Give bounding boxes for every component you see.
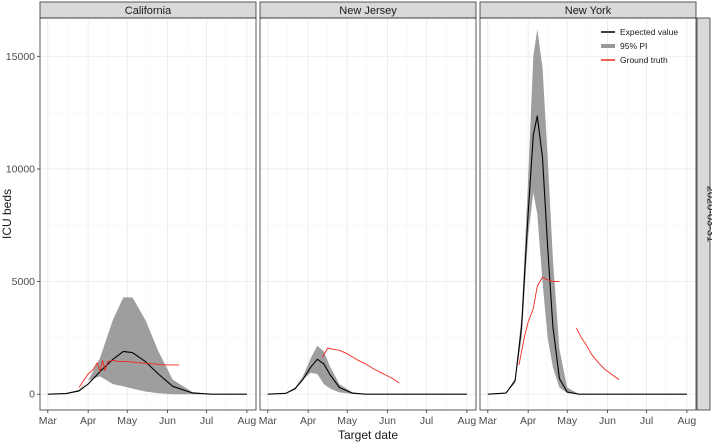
panel-california: California Mar Apr May Jun Jul Aug 0 5000 10000 15… xyxy=(6,2,257,427)
legend-pi-label: 95% PI xyxy=(620,41,647,51)
y-tick-label: 10000 xyxy=(6,163,35,175)
x-tick-label: Apr xyxy=(300,415,317,427)
panel-background xyxy=(480,18,696,410)
panel-background xyxy=(260,18,476,410)
y-tick-label: 0 xyxy=(29,389,35,401)
legend-truth-label: Ground truth xyxy=(620,55,668,65)
row-strip-label: 2020-03-31 xyxy=(705,186,712,242)
x-tick-label: Aug xyxy=(238,415,257,427)
panel-new-york: New York Mar Apr May Jun Jul Aug Expected value… xyxy=(479,2,697,427)
x-tick-label: Jul xyxy=(640,415,653,427)
x-tick-label: Jul xyxy=(200,415,213,427)
x-axis-title: Target date xyxy=(338,428,398,442)
x-tick-label: May xyxy=(337,415,358,427)
y-tick-label: 5000 xyxy=(12,276,36,288)
panel-title: New York xyxy=(565,5,612,17)
legend-expected-label: Expected value xyxy=(620,27,678,37)
x-tick-label: Aug xyxy=(458,415,477,427)
x-tick-label: Aug xyxy=(678,415,697,427)
panel-title: New Jersey xyxy=(339,5,397,17)
x-tick-label: Apr xyxy=(80,415,97,427)
x-tick-label: Jun xyxy=(599,415,616,427)
x-tick-label: Jul xyxy=(420,415,433,427)
y-tick-label: 15000 xyxy=(6,51,35,63)
panel-new-jersey: New Jersey Mar Apr May Jun Jul Aug xyxy=(259,2,477,427)
x-tick-label: Mar xyxy=(39,415,58,427)
x-tick-label: May xyxy=(557,415,578,427)
y-axis-title: ICU beds xyxy=(0,189,14,239)
x-tick-label: Jun xyxy=(379,415,396,427)
panel-title: California xyxy=(125,5,172,17)
x-tick-label: May xyxy=(117,415,138,427)
x-tick-label: Jun xyxy=(159,415,176,427)
x-tick-label: Mar xyxy=(259,415,278,427)
x-tick-label: Apr xyxy=(520,415,537,427)
x-tick-label: Mar xyxy=(479,415,498,427)
row-strip: 2020-03-31 xyxy=(697,18,712,410)
